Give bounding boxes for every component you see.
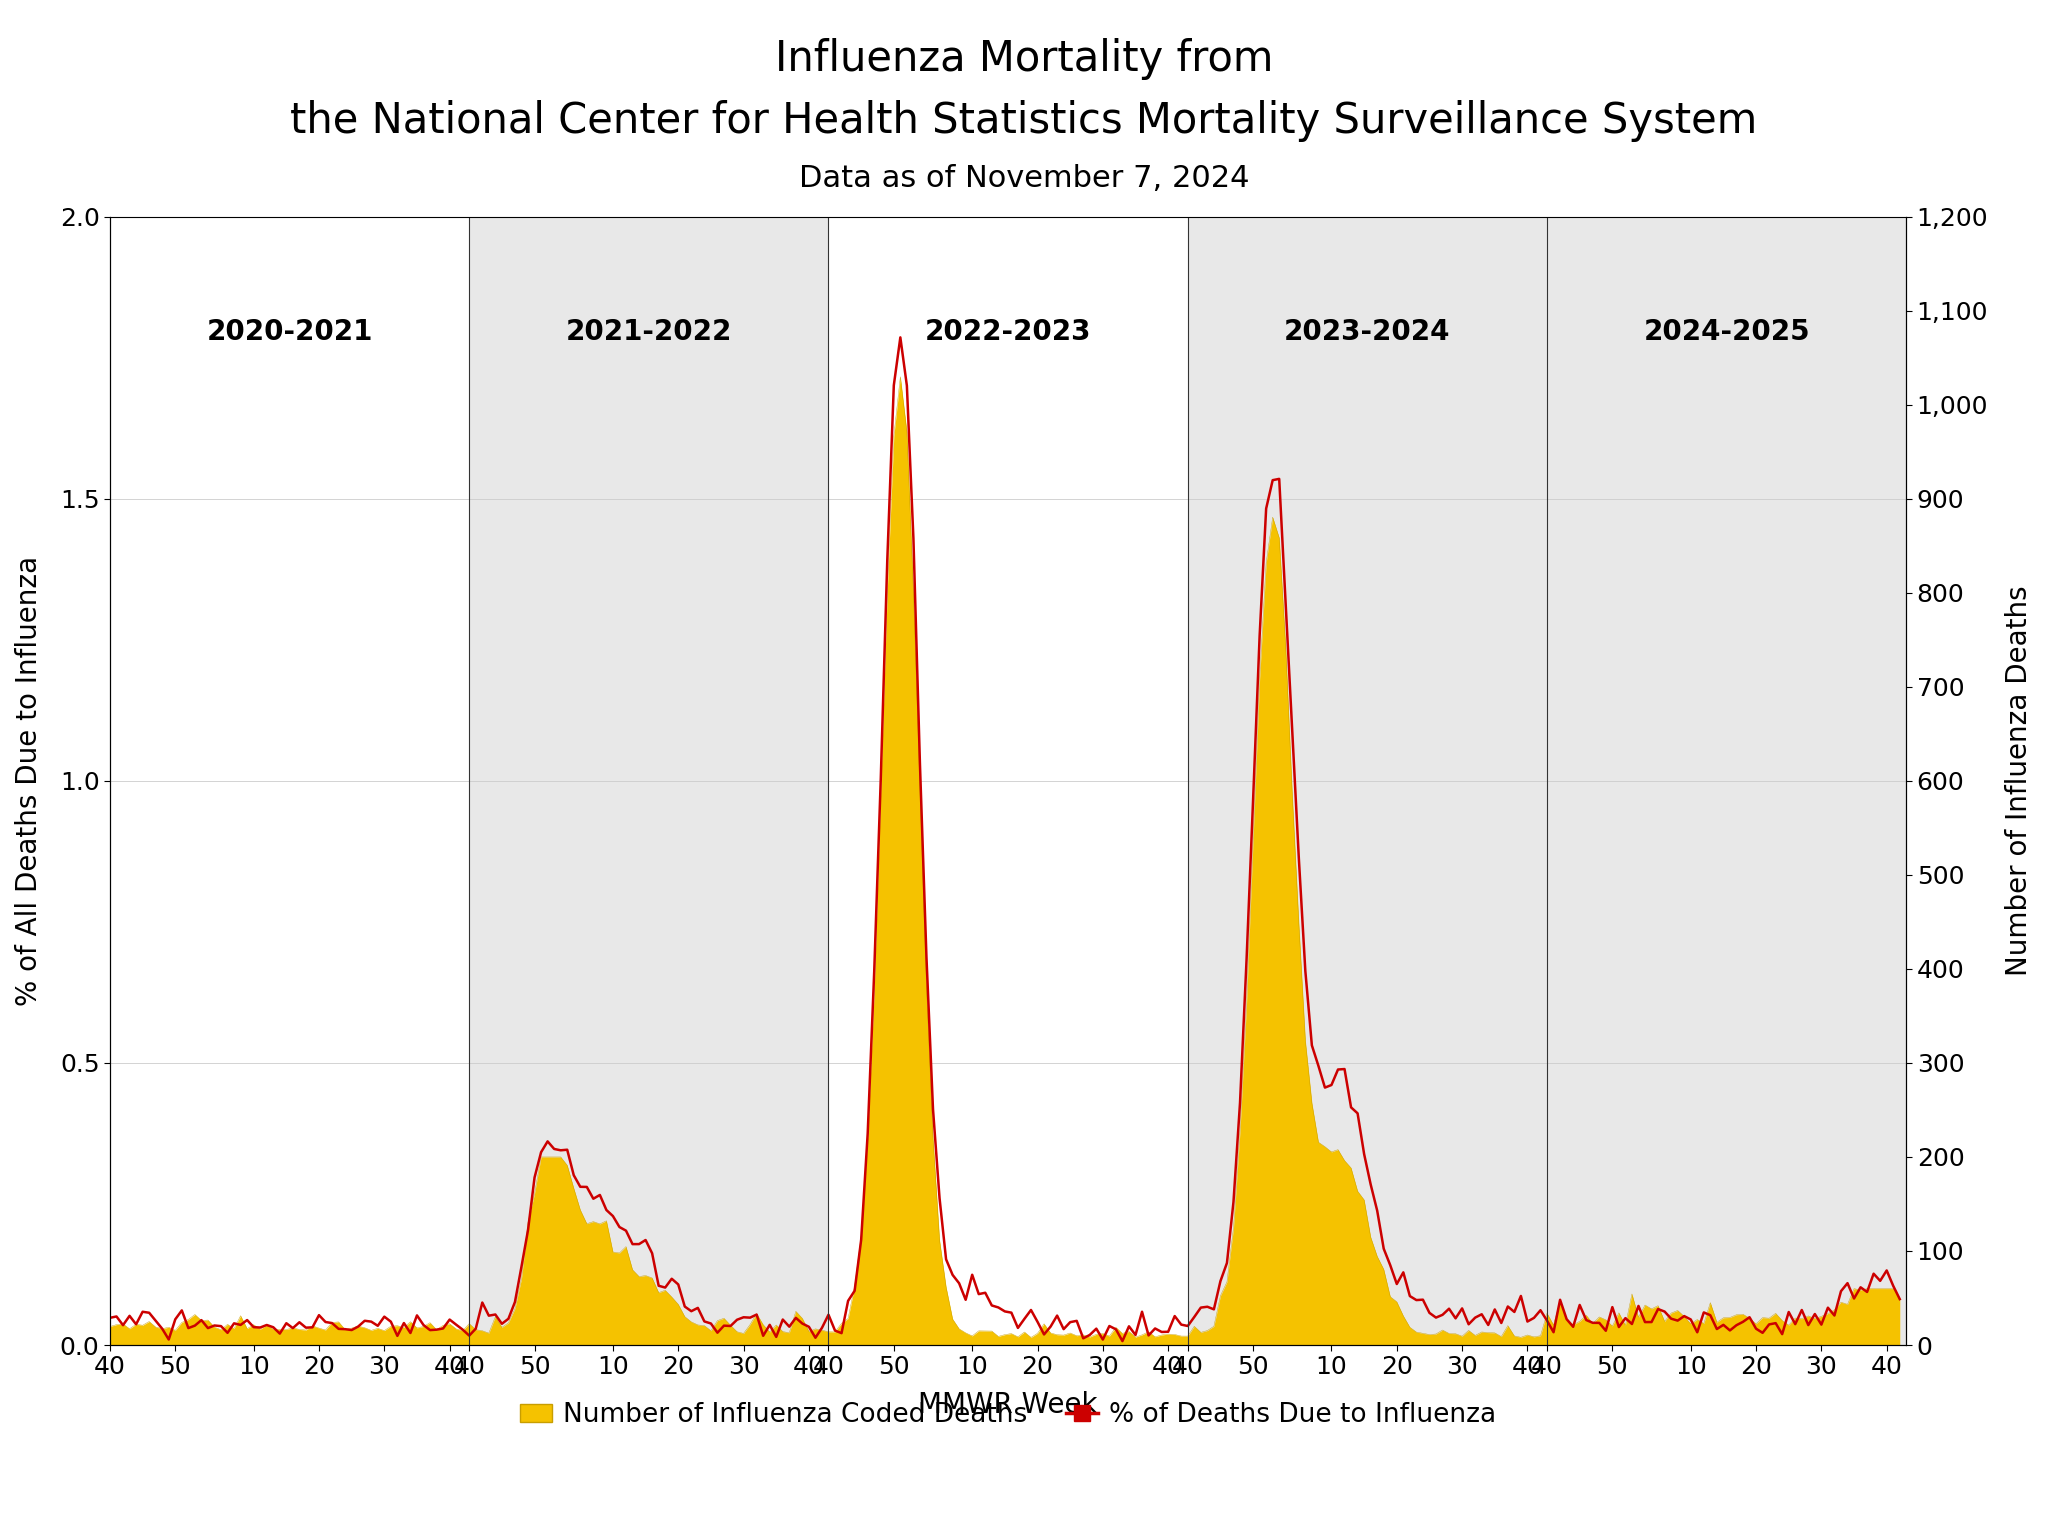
Text: 2024-2025: 2024-2025 <box>1642 318 1810 346</box>
Text: the National Center for Health Statistics Mortality Surveillance System: the National Center for Health Statistic… <box>291 100 1757 141</box>
Bar <box>469 217 829 1346</box>
Legend: Number of Influenza Coded Deaths, % of Deaths Due to Influenza: Number of Influenza Coded Deaths, % of D… <box>510 1392 1507 1439</box>
Y-axis label: % of All Deaths Due to Influenza: % of All Deaths Due to Influenza <box>14 556 43 1006</box>
Text: 2021-2022: 2021-2022 <box>565 318 731 346</box>
Text: 2020-2021: 2020-2021 <box>207 318 373 346</box>
Y-axis label: Number of Influenza Deaths: Number of Influenza Deaths <box>2005 585 2034 975</box>
Text: Data as of November 7, 2024: Data as of November 7, 2024 <box>799 164 1249 194</box>
X-axis label: MMWR Week: MMWR Week <box>918 1390 1098 1419</box>
Text: 2022-2023: 2022-2023 <box>926 318 1092 346</box>
Text: Influenza Mortality from: Influenza Mortality from <box>774 38 1274 80</box>
Text: 2023-2024: 2023-2024 <box>1284 318 1450 346</box>
Bar <box>1188 217 1907 1346</box>
